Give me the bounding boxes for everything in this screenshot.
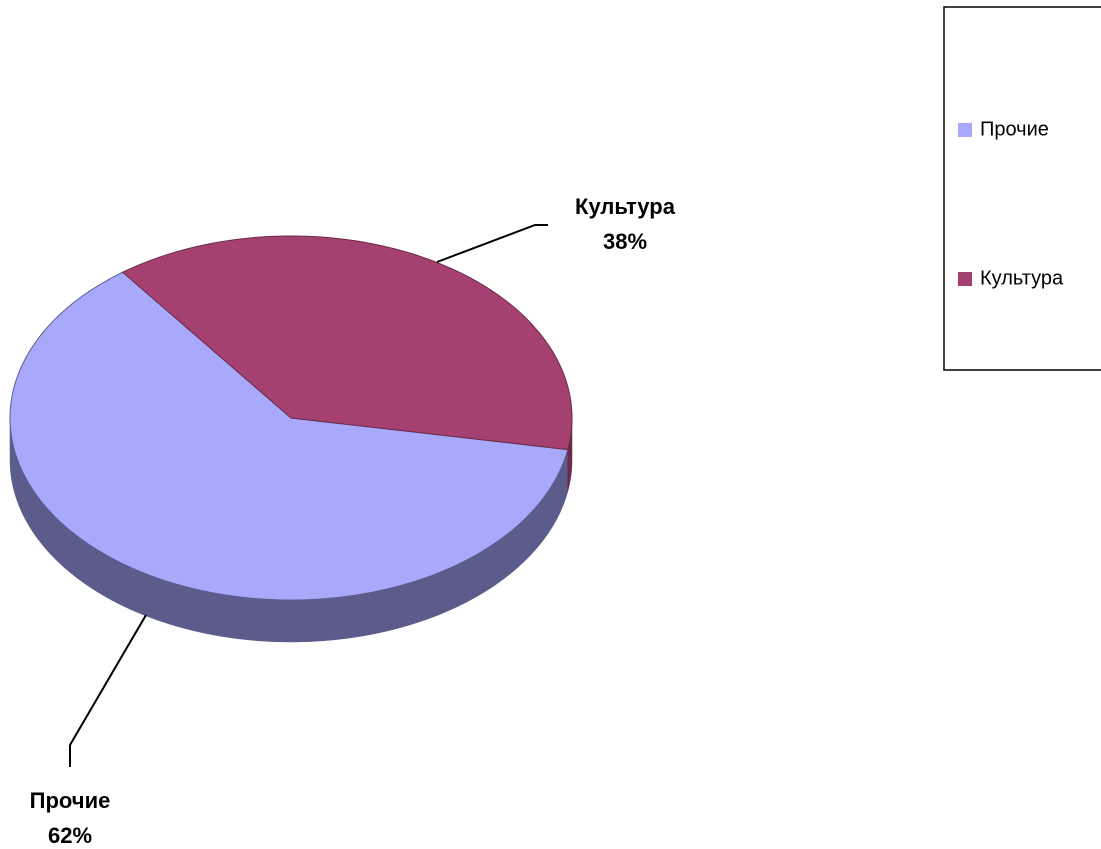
- slice: [121, 235, 573, 451]
- leader-line: [436, 224, 548, 263]
- legend-label: Культура: [980, 267, 1064, 289]
- data-label-category: Прочие: [30, 788, 111, 813]
- legend-label: Прочие: [980, 118, 1049, 140]
- data-label-value: 38%: [603, 229, 647, 254]
- legend-swatch: [958, 272, 972, 286]
- legend-box: [943, 6, 1101, 371]
- data-label-category: Культура: [575, 194, 676, 219]
- leader-line: [69, 614, 147, 767]
- pie-tops: [9, 235, 573, 601]
- legend-swatch: [958, 123, 972, 137]
- data-label: Прочие 62%: [30, 788, 111, 848]
- data-label: Культура 38%: [575, 194, 676, 254]
- data-label-value: 62%: [48, 823, 92, 848]
- slice: [9, 271, 569, 601]
